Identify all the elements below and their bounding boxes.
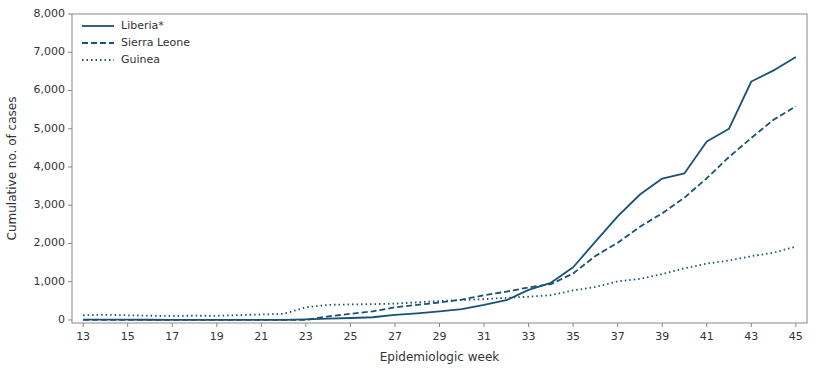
- x-tick: [795, 323, 796, 327]
- x-tick: [216, 323, 217, 327]
- x-tick-label: 45: [789, 330, 803, 343]
- x-axis-label: Epidemiologic week: [380, 350, 500, 364]
- x-tick: [706, 323, 707, 327]
- x-tick-label: 37: [611, 330, 625, 343]
- y-tick: [68, 205, 72, 206]
- chart: 0 1,000 2,000 3,000 4,000 5,000 6,000 7,000 8,00…: [0, 0, 825, 369]
- y-tick-label: 4,000: [34, 160, 66, 173]
- x-tick: [617, 323, 618, 327]
- x-tick-label: 19: [210, 330, 224, 343]
- lines: [83, 57, 796, 320]
- x-tick-label: 17: [165, 330, 179, 343]
- x-tick: [662, 323, 663, 327]
- legend-label: Liberia*: [121, 19, 164, 32]
- legend: Liberia* Sierra Leone Guinea: [82, 19, 190, 66]
- x-tick-label: 41: [700, 330, 714, 343]
- y-tick-label: 5,000: [34, 122, 66, 135]
- y-tick: [68, 319, 72, 320]
- y-tick: [68, 166, 72, 167]
- y-tick: [68, 52, 72, 53]
- y-tick: [68, 90, 72, 91]
- page: {"chart_data": {"type": "line", "xlabel"…: [0, 0, 825, 369]
- y-tick: [68, 281, 72, 282]
- y-tick-label: 2,000: [34, 236, 66, 249]
- x-tick-label: 39: [655, 330, 669, 343]
- x-tick: [261, 323, 262, 327]
- x-tick-label: 31: [477, 330, 491, 343]
- series-line: [83, 247, 796, 316]
- y-tick-label: 6,000: [34, 83, 66, 96]
- y-axis-label: Cumulative no. of cases: [5, 97, 19, 241]
- x-tick-label: 23: [299, 330, 313, 343]
- y-tick: [68, 128, 72, 129]
- y-tick-label: 8,000: [34, 7, 66, 20]
- y-tick-label: 1,000: [34, 275, 66, 288]
- legend-swatch: [82, 42, 114, 44]
- x-tick: [484, 323, 485, 327]
- x-tick-label: 21: [254, 330, 268, 343]
- x-tick: [83, 323, 84, 327]
- y-tick-label: 7,000: [34, 45, 66, 58]
- x-tick: [305, 323, 306, 327]
- y-tick: [68, 14, 72, 15]
- x-tick: [172, 323, 173, 327]
- x-tick-label: 27: [388, 330, 402, 343]
- x-tick-label: 25: [343, 330, 357, 343]
- x-tick: [751, 323, 752, 327]
- x-axis: 13 15 17 19 21 23 25 27 29 31 33 35 37 39 41 43 45: [76, 323, 803, 343]
- y-tick-label: 0: [58, 313, 65, 326]
- x-tick-label: 33: [522, 330, 536, 343]
- series-line: [83, 106, 796, 320]
- plot-frame: [72, 14, 807, 323]
- legend-swatch: [82, 59, 114, 61]
- x-tick-label: 15: [121, 330, 135, 343]
- series-line: [83, 57, 796, 320]
- legend-swatch: [82, 25, 114, 27]
- x-tick: [394, 323, 395, 327]
- x-tick-label: 13: [76, 330, 90, 343]
- y-axis: 0 1,000 2,000 3,000 4,000 5,000 6,000 7,000 8,00…: [34, 7, 73, 326]
- x-tick: [439, 323, 440, 327]
- legend-label: Sierra Leone: [121, 36, 190, 49]
- x-tick: [127, 323, 128, 327]
- legend-label: Guinea: [121, 53, 160, 66]
- x-tick: [350, 323, 351, 327]
- x-tick: [573, 323, 574, 327]
- x-tick: [528, 323, 529, 327]
- y-tick-label: 3,000: [34, 198, 66, 211]
- x-tick-label: 35: [566, 330, 580, 343]
- x-tick-label: 29: [433, 330, 447, 343]
- x-tick-label: 43: [744, 330, 758, 343]
- y-tick: [68, 243, 72, 244]
